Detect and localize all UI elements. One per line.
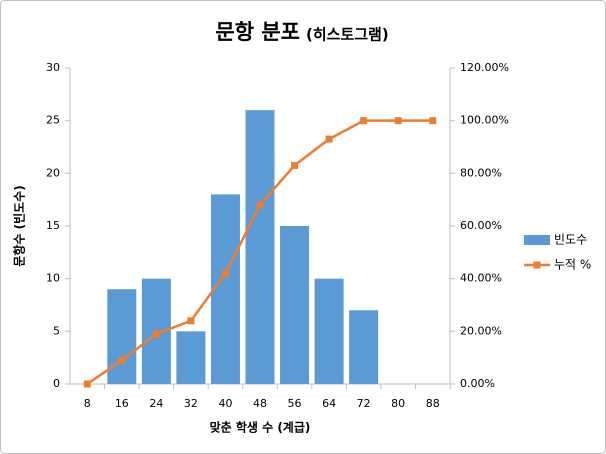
x-tick-label: 64 [322, 397, 336, 410]
x-tick-label: 48 [253, 397, 267, 410]
line-marker [360, 117, 368, 125]
bar [245, 110, 275, 384]
y2-tick-label: 120.00% [460, 61, 509, 74]
x-tick-label: 56 [288, 397, 302, 410]
bar [314, 278, 344, 384]
x-axis-label: 맞춘 학생 수 (계급) [210, 420, 311, 435]
line-marker [152, 330, 160, 338]
bar [349, 310, 379, 384]
y-tick-label: 30 [46, 61, 60, 74]
y2-tick-label: 0.00% [460, 377, 495, 390]
legend-swatch [524, 235, 550, 245]
line-marker [325, 135, 333, 143]
line-marker [187, 317, 195, 325]
line-marker [256, 201, 264, 209]
legend-marker [533, 261, 541, 269]
line-marker [83, 380, 91, 388]
chart-subtitle: (히스토그램) [306, 26, 389, 44]
line-marker [429, 117, 437, 125]
y-tick-label: 10 [46, 272, 60, 285]
line-marker [118, 356, 126, 364]
y-tick-label: 0 [53, 377, 60, 390]
bar [280, 226, 310, 384]
line-marker [221, 269, 229, 277]
y-tick-label: 25 [46, 114, 60, 127]
bar [210, 194, 240, 384]
x-tick-label: 24 [149, 397, 163, 410]
x-tick-label: 80 [391, 397, 405, 410]
line-marker [394, 117, 402, 125]
bar [176, 331, 206, 384]
x-tick-label: 16 [115, 397, 129, 410]
x-tick-label: 32 [184, 397, 198, 410]
y-tick-label: 20 [46, 166, 60, 179]
y-axis-label: 문항수 (빈도수) [12, 185, 27, 266]
x-tick-label: 8 [84, 397, 91, 410]
bar [107, 289, 137, 384]
y2-tick-label: 80.00% [460, 166, 502, 179]
x-tick-label: 72 [357, 397, 371, 410]
legend-label: 누적 % [554, 258, 591, 272]
y2-tick-label: 60.00% [460, 219, 502, 232]
legend-label: 빈도수 [554, 233, 587, 247]
y-tick-label: 5 [53, 324, 60, 337]
y2-tick-label: 100.00% [460, 114, 509, 127]
line-marker [291, 161, 299, 169]
x-tick-label: 40 [218, 397, 232, 410]
y2-tick-label: 40.00% [460, 272, 502, 285]
y2-tick-label: 20.00% [460, 324, 502, 337]
y-tick-label: 15 [46, 219, 60, 232]
x-tick-label: 88 [426, 397, 440, 410]
chart-title: 문항 분포 [215, 20, 300, 44]
